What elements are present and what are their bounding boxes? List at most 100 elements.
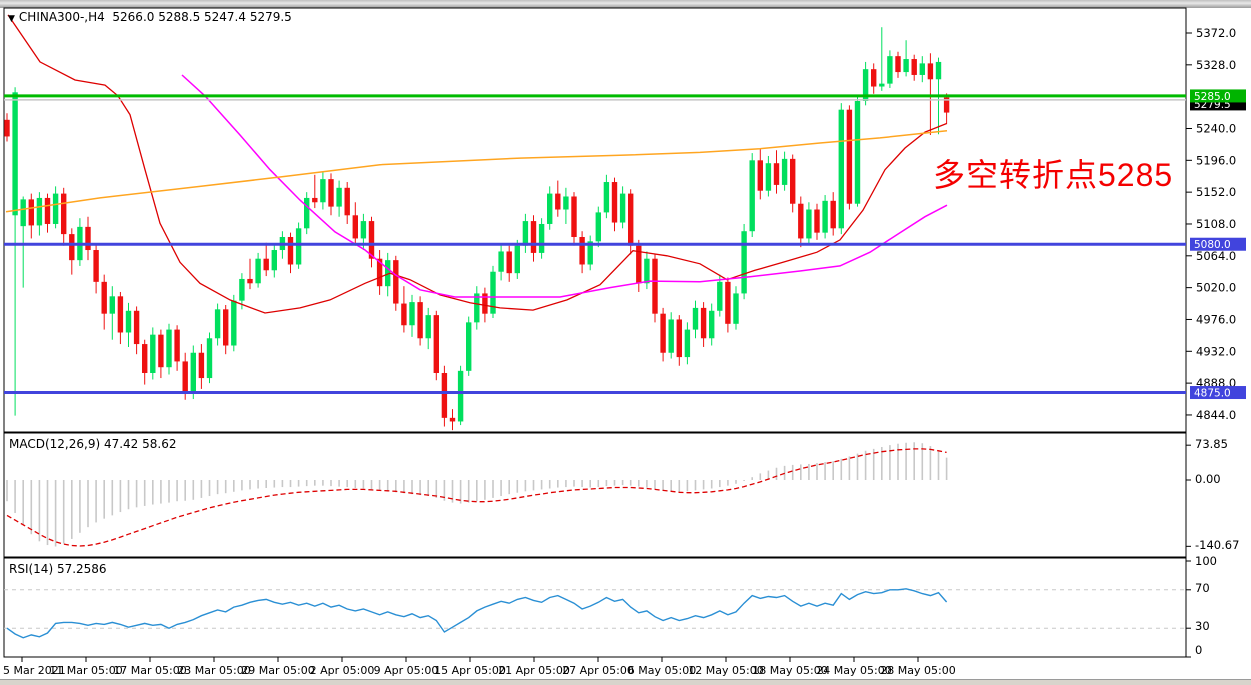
candle-body	[563, 196, 569, 210]
candle-body	[644, 258, 650, 284]
resistance-5285-badge-text: 5285.0	[1194, 91, 1231, 103]
macd-panel: 73.85 0.00 -140.67	[6, 437, 1239, 552]
rsi-line	[6, 588, 948, 639]
candle-body	[903, 59, 909, 73]
candle-body	[806, 209, 812, 239]
candle-body	[239, 278, 245, 301]
candle-body	[579, 236, 585, 265]
candle-body	[263, 258, 269, 271]
candle-body	[919, 63, 925, 75]
rsi-panel-border	[3, 557, 1187, 658]
candle-body	[822, 200, 828, 233]
time-tick-label: 5 Mar 2021	[3, 664, 66, 677]
candle-body	[295, 228, 302, 265]
candle-body	[927, 63, 934, 80]
rsi-tick-label: 30	[1195, 619, 1210, 633]
ohlc-values: 5266.0 5288.5 5247.4 5279.5	[112, 10, 292, 24]
macd-panel-border	[3, 432, 1187, 558]
candle-body	[555, 193, 561, 210]
candle-body	[668, 319, 674, 353]
candle-body	[741, 231, 747, 294]
candle-body	[101, 281, 107, 314]
candle-body	[757, 160, 763, 191]
candle-body	[417, 302, 423, 339]
candle-body	[595, 212, 601, 242]
candle-body	[401, 303, 407, 326]
candle-body	[879, 83, 885, 87]
candle-body	[862, 69, 869, 101]
candle-body	[660, 313, 666, 353]
ma-red-line	[7, 14, 948, 314]
time-tick-label: 18 May 05:00	[752, 664, 827, 677]
candle-body	[676, 319, 682, 358]
price-tick-label: 5108.0	[1196, 217, 1236, 231]
time-tick-label: 24 May 05:00	[816, 664, 891, 677]
candle-body	[206, 338, 213, 379]
candle-body	[911, 59, 917, 75]
candle-body	[725, 281, 731, 324]
candle-body	[182, 361, 188, 393]
candle-body	[158, 334, 164, 368]
candle-body	[838, 109, 844, 229]
candle-body	[36, 197, 43, 226]
candle-body	[611, 182, 618, 223]
candle-body	[93, 250, 99, 282]
candle-body	[52, 193, 59, 224]
collapse-indicator-arrow-icon[interactable]: ▼	[8, 14, 15, 24]
candle-body	[538, 223, 545, 253]
candle-body	[790, 158, 796, 204]
macd-indicator-label: MACD(12,26,9) 47.42 58.62	[9, 437, 177, 451]
candle-body	[223, 309, 229, 346]
candle-body	[571, 196, 577, 237]
candle-body	[498, 251, 504, 272]
candle-body	[247, 278, 253, 284]
candle-body	[142, 344, 148, 373]
candle-body	[700, 307, 707, 339]
candle-body	[636, 245, 642, 284]
horizontal-levels[interactable]	[4, 94, 1186, 395]
price-tick-label: 5152.0	[1196, 185, 1236, 199]
candle-body	[198, 352, 205, 379]
ma-orange-line	[5, 129, 948, 213]
price-tick-label: 5328.0	[1196, 58, 1236, 72]
rsi-tick-label: 70	[1195, 581, 1210, 595]
macd-signal-line	[6, 448, 947, 547]
candle-body	[352, 215, 358, 239]
window-top-edge	[0, 0, 1251, 8]
candle-body	[619, 193, 626, 223]
candle-body	[830, 200, 836, 229]
macd-tick-label: -140.67	[1195, 538, 1239, 552]
candle-body	[287, 236, 294, 265]
candle-body	[4, 119, 10, 137]
candle-body	[69, 234, 75, 261]
time-tick-label: 27 Apr 05:00	[562, 664, 634, 677]
ma-magenta-line	[181, 74, 948, 298]
candle-body	[522, 221, 529, 246]
support-5080-badge	[1190, 237, 1246, 251]
macd-tick-label: 73.85	[1195, 437, 1228, 451]
candle-body	[214, 309, 221, 339]
candle-body	[798, 203, 804, 239]
candle-body	[190, 352, 196, 393]
rsi-panel: 100 70 30 0	[4, 554, 1217, 658]
candle-body	[166, 329, 172, 368]
candle-body	[133, 310, 140, 345]
panel-borders	[3, 7, 1187, 658]
candle-body	[935, 61, 942, 80]
candle-body	[943, 97, 950, 113]
main-panel-border	[3, 7, 1187, 433]
candle-body	[887, 56, 893, 84]
candle-body	[385, 260, 391, 287]
chart-title: ▼ CHINA300-,H4 5266.0 5288.5 5247.4 5279.…	[8, 10, 292, 24]
candle-body	[109, 296, 115, 314]
candle-body	[709, 310, 715, 339]
candle-body	[733, 293, 739, 324]
candle-body	[376, 258, 383, 287]
time-tick-label: 6 May 05:00	[628, 664, 696, 677]
candle-body	[271, 250, 277, 271]
bull-bear-turning-point-annotation[interactable]: 多空转折点5285	[933, 157, 1174, 193]
candle-body	[85, 226, 91, 251]
